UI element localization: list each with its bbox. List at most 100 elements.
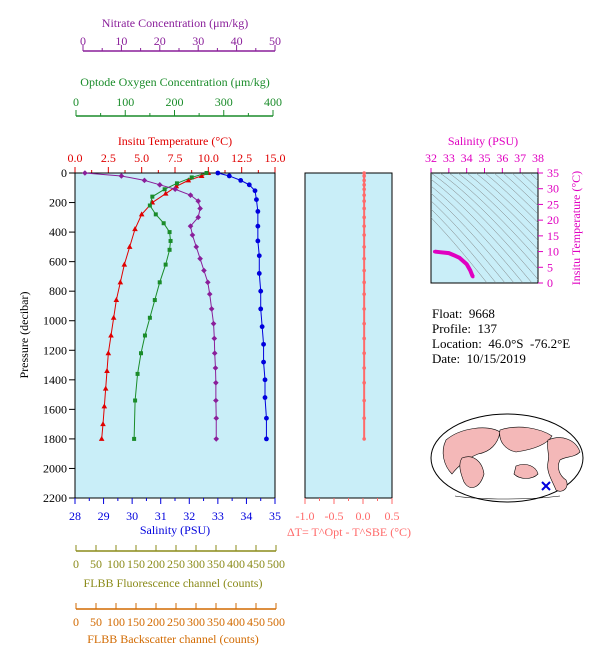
nitrate-point <box>187 192 194 198</box>
salinity-point <box>262 377 268 383</box>
delta-t-axis-label-text: ΔT= T^Opt - T^SBE (°C) <box>287 525 411 539</box>
oxygen-point <box>147 315 152 320</box>
ts-plot-area <box>430 172 539 284</box>
temperature-axis: 0.0 2.5 5.0 7.5 10.0 12.5 15.0 <box>68 151 286 173</box>
nitrate-point <box>187 223 194 229</box>
fluorescence-axis-label: FLBB Fluorescence channel (counts) <box>84 576 263 590</box>
temperature-tick-label: 12.5 <box>231 151 252 165</box>
oxygen-point <box>167 230 172 235</box>
float-location: Location: 46.0°S -76.2°E <box>432 336 571 351</box>
oxygen-point <box>168 238 173 243</box>
delta-t-point <box>362 268 366 273</box>
oxygen-point <box>167 247 172 252</box>
temperature-point <box>198 172 205 178</box>
ts-x-tick-label: 34 <box>461 151 473 165</box>
ts-point <box>466 265 471 269</box>
map-land-asia <box>499 426 553 453</box>
ts-density-contour <box>475 173 538 232</box>
ts-density-contour <box>520 173 538 190</box>
nitrate-series <box>82 170 220 442</box>
temperature-point <box>105 350 112 356</box>
pressure-tick-label: 600 <box>49 255 67 269</box>
pressure-tick-label: 1000 <box>43 314 67 328</box>
ts-density-contour <box>484 173 538 223</box>
pressure-tick-label: 1600 <box>43 402 67 416</box>
delta-t-point <box>362 183 366 187</box>
nitrate-point <box>195 214 201 221</box>
nitrate-point <box>197 205 203 212</box>
oxygen-point <box>163 262 168 267</box>
nitrate-axis: Nitrate Concentration (μm/kg) 0 10 20 30 40 5… <box>80 16 281 52</box>
nitrate-point <box>210 320 217 327</box>
nitrate-point <box>197 255 203 262</box>
ts-density-contour <box>439 173 538 270</box>
pressure-tick-label: 2200 <box>43 491 67 505</box>
temperature-point <box>98 435 105 441</box>
ts-point <box>461 259 465 263</box>
nitrate-tick-label: 50 <box>269 34 281 48</box>
delta-t-point <box>362 171 366 175</box>
oxygen-tick-label: 300 <box>215 95 233 109</box>
delta-t-point <box>362 351 366 356</box>
delta-t-point <box>362 178 366 183</box>
salinity-point <box>246 182 252 188</box>
temperature-tick-label: 2.5 <box>101 151 116 165</box>
ts-series <box>432 249 475 279</box>
salinity-tick-label: 32 <box>183 509 195 523</box>
ts-temperature-axis-label: Insitu Temperature (°C) <box>569 171 583 285</box>
delta-t-point <box>362 224 366 228</box>
salinity-point <box>256 271 262 276</box>
oxygen-axis-label: Optode Oxygen Concentration (μm/kg) <box>80 75 269 89</box>
salinity-point <box>255 223 261 229</box>
salinity-point <box>258 306 264 312</box>
float-marker-stroke-2 <box>541 481 551 491</box>
temperature-point <box>138 211 145 217</box>
temperature-point <box>110 314 117 320</box>
temperature-tick-label: 15.0 <box>265 151 286 165</box>
ts-density-contour <box>502 173 538 206</box>
salinity-point <box>255 209 261 214</box>
oxygen-tick-label: 400 <box>264 95 282 109</box>
nitrate-point <box>213 397 219 404</box>
ts-density-contour <box>431 179 533 283</box>
fluorescence-tick-label: 150 <box>127 557 145 571</box>
profile-series <box>82 170 269 442</box>
nitrate-point <box>213 379 219 386</box>
fluorescence-tick-label: 400 <box>227 557 245 571</box>
fluorescence-tick-label: 500 <box>267 557 285 571</box>
salinity-axis: 28 29 30 31 32 33 34 35 <box>69 498 281 523</box>
delta-t-axis-label: ΔT= T^Opt - T^SBE (°C) <box>287 525 411 539</box>
oxygen-point <box>162 187 167 192</box>
nitrate-tick-label: 0 <box>80 34 86 48</box>
delta-t-axis: -1.0 -0.5 0.0 0.5 <box>296 498 400 523</box>
nitrate-point <box>118 173 125 179</box>
delta-t-point <box>362 336 366 341</box>
temperature-tick-label: 10.0 <box>198 151 219 165</box>
ts-point <box>452 253 456 257</box>
ts-density-contours <box>431 173 538 283</box>
oxygen-point <box>135 371 140 376</box>
nitrate-point <box>189 232 196 238</box>
temperature-point <box>102 385 109 391</box>
ts-density-contour <box>431 200 506 283</box>
pressure-tick-label: 1800 <box>43 432 67 446</box>
fluorescence-tick-label: 250 <box>167 557 185 571</box>
backscatter-tick-label: 100 <box>107 615 125 629</box>
oxygen-series <box>132 171 209 441</box>
nitrate-point <box>172 186 178 193</box>
delta-t-point <box>362 307 366 311</box>
delta-t-point <box>362 321 366 326</box>
nitrate-point <box>193 244 200 250</box>
salinity-point <box>264 415 269 421</box>
nitrate-point <box>201 267 207 274</box>
delta-t-point <box>362 206 366 211</box>
oxygen-point <box>174 181 179 186</box>
temperature-tick-label: 7.5 <box>168 151 183 165</box>
nitrate-tick-label: 10 <box>115 34 127 48</box>
ts-point <box>471 275 475 279</box>
oxygen-point <box>142 333 147 338</box>
delta-t-series <box>362 171 366 441</box>
backscatter-axis: 0 50 100 150 200 250 300 350 400 450 500 FLBB Back… <box>73 603 285 646</box>
oxygen-point <box>161 221 166 226</box>
